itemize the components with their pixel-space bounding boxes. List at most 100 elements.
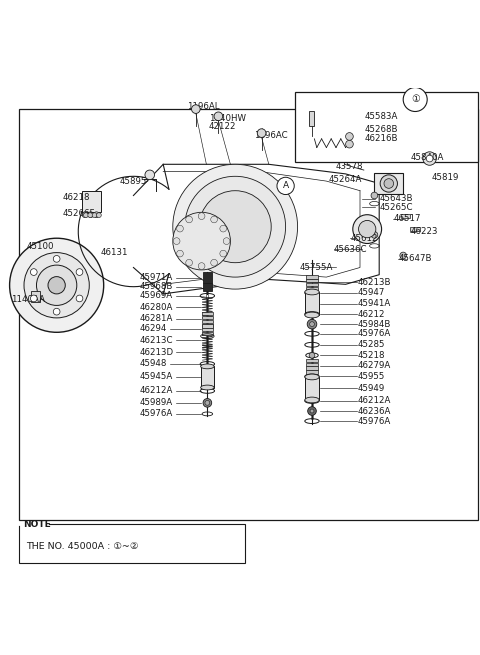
Text: 46213D: 46213D — [139, 348, 173, 357]
Circle shape — [211, 216, 217, 223]
Text: 43578: 43578 — [336, 162, 363, 171]
Text: 45612: 45612 — [350, 234, 378, 243]
Text: 45941A: 45941A — [358, 299, 391, 308]
Text: 45989A: 45989A — [139, 398, 172, 407]
Circle shape — [53, 255, 60, 262]
Text: 45976A: 45976A — [358, 329, 391, 338]
Text: 45945A: 45945A — [139, 373, 172, 381]
Text: 45643B: 45643B — [379, 195, 413, 203]
Text: 46213C: 46213C — [139, 336, 173, 345]
Circle shape — [198, 263, 205, 269]
Bar — [305, 292, 319, 315]
Text: 45268B: 45268B — [365, 125, 398, 134]
Text: 46212: 46212 — [358, 310, 385, 318]
Circle shape — [30, 295, 37, 302]
Text: 45636C: 45636C — [334, 245, 367, 253]
Bar — [306, 275, 318, 278]
Bar — [203, 272, 212, 284]
Circle shape — [310, 409, 314, 413]
Circle shape — [82, 212, 88, 217]
Text: 45968B: 45968B — [139, 282, 173, 291]
Text: 1140HW: 1140HW — [209, 114, 246, 123]
Text: 45840A: 45840A — [410, 153, 444, 162]
Text: 45100: 45100 — [26, 242, 54, 252]
Text: 46218: 46218 — [62, 193, 90, 202]
Ellipse shape — [305, 289, 319, 295]
Text: 1196AL: 1196AL — [187, 102, 220, 111]
Circle shape — [371, 231, 378, 238]
Text: THE NO. 45000A : ①~②: THE NO. 45000A : ①~② — [26, 542, 139, 551]
Circle shape — [346, 140, 353, 148]
Ellipse shape — [305, 312, 319, 318]
Text: 46212A: 46212A — [139, 386, 173, 396]
Bar — [202, 320, 213, 323]
Circle shape — [199, 191, 271, 263]
Bar — [202, 324, 213, 327]
Circle shape — [88, 213, 93, 217]
Circle shape — [214, 112, 223, 121]
Text: 45947: 45947 — [358, 288, 385, 297]
Ellipse shape — [305, 397, 319, 403]
Text: 1196AC: 1196AC — [254, 131, 288, 140]
Text: 45264A: 45264A — [329, 175, 362, 184]
Circle shape — [48, 276, 65, 294]
Text: 45266F: 45266F — [62, 209, 95, 217]
Bar — [202, 332, 213, 335]
Text: 45984B: 45984B — [358, 320, 391, 329]
Text: 45976A: 45976A — [139, 409, 172, 419]
Circle shape — [384, 179, 394, 188]
Text: 1140AA: 1140AA — [11, 295, 45, 304]
Bar — [202, 324, 213, 328]
Text: NOTE: NOTE — [23, 520, 51, 529]
Text: 45583A: 45583A — [365, 112, 398, 121]
Circle shape — [310, 322, 314, 327]
Circle shape — [92, 213, 97, 217]
Circle shape — [76, 295, 83, 302]
Circle shape — [88, 212, 94, 217]
Text: 46280A: 46280A — [139, 303, 173, 312]
Bar — [202, 328, 213, 331]
Text: 45755A: 45755A — [300, 263, 334, 272]
Ellipse shape — [201, 385, 214, 390]
Bar — [306, 370, 318, 373]
Circle shape — [173, 238, 180, 244]
Circle shape — [220, 225, 227, 232]
Text: 45949: 45949 — [358, 384, 385, 393]
Circle shape — [186, 259, 192, 266]
Bar — [374, 173, 403, 194]
Bar — [306, 279, 318, 282]
Bar — [201, 366, 214, 388]
Text: 45819: 45819 — [432, 173, 459, 182]
Circle shape — [198, 213, 205, 219]
Text: 45895: 45895 — [120, 177, 147, 185]
Text: 46294: 46294 — [139, 324, 167, 333]
Circle shape — [173, 212, 230, 270]
Circle shape — [380, 175, 397, 192]
Circle shape — [94, 212, 99, 217]
Circle shape — [371, 192, 378, 199]
Bar — [306, 359, 318, 362]
Circle shape — [173, 164, 298, 289]
Circle shape — [257, 129, 266, 138]
Circle shape — [10, 238, 104, 332]
Circle shape — [426, 155, 433, 162]
Text: ①: ① — [411, 94, 420, 105]
Text: 46281A: 46281A — [139, 314, 173, 324]
Text: 46223: 46223 — [410, 227, 438, 236]
Text: 45948: 45948 — [139, 360, 167, 369]
Text: 45969A: 45969A — [139, 291, 172, 301]
Circle shape — [308, 407, 316, 415]
Text: A: A — [283, 181, 288, 191]
Text: 46517: 46517 — [394, 214, 421, 223]
Text: 46279A: 46279A — [358, 362, 391, 370]
Text: 45285: 45285 — [358, 341, 385, 349]
Text: 46213B: 46213B — [358, 278, 391, 287]
Text: 46131: 46131 — [101, 248, 128, 257]
Circle shape — [96, 213, 101, 217]
Bar — [306, 283, 318, 286]
Circle shape — [346, 132, 353, 140]
Bar — [306, 287, 318, 290]
Text: 45265C: 45265C — [379, 202, 413, 212]
Bar — [203, 283, 212, 291]
Ellipse shape — [201, 364, 214, 369]
